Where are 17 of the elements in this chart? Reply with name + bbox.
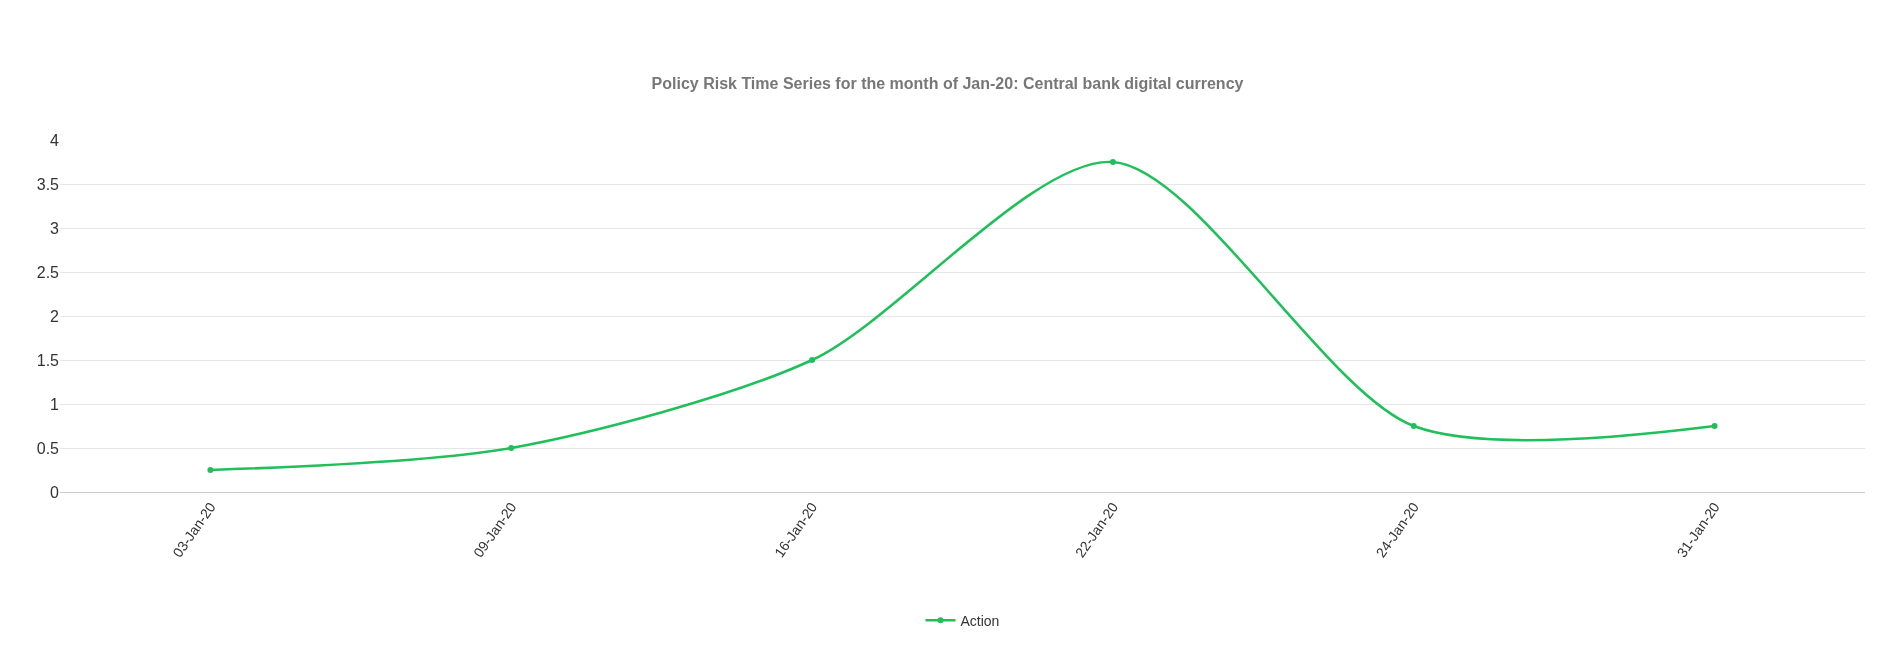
- point: [1711, 423, 1718, 429]
- point: [508, 445, 515, 451]
- point: [1109, 159, 1116, 165]
- y-tick-label: 0.5: [36, 439, 60, 457]
- y-tick-label: 3.5: [36, 175, 60, 193]
- point: [207, 467, 214, 473]
- y-tick-label: 4: [50, 131, 60, 149]
- chart-title: Policy Risk Time Series for the month of Jan-20: Central bank digital currency: [651, 75, 1244, 93]
- legend-label: Action: [960, 612, 1000, 629]
- y-tick-label: 3: [50, 219, 60, 237]
- point: [809, 357, 816, 363]
- y-tick-label: 1.5: [36, 351, 60, 369]
- y-tick-label: 2.5: [36, 263, 60, 281]
- y-tick-label: 0: [50, 483, 60, 501]
- point: [1410, 423, 1417, 429]
- y-tick-label: 2: [50, 307, 60, 325]
- y-tick-label: 1: [50, 395, 60, 413]
